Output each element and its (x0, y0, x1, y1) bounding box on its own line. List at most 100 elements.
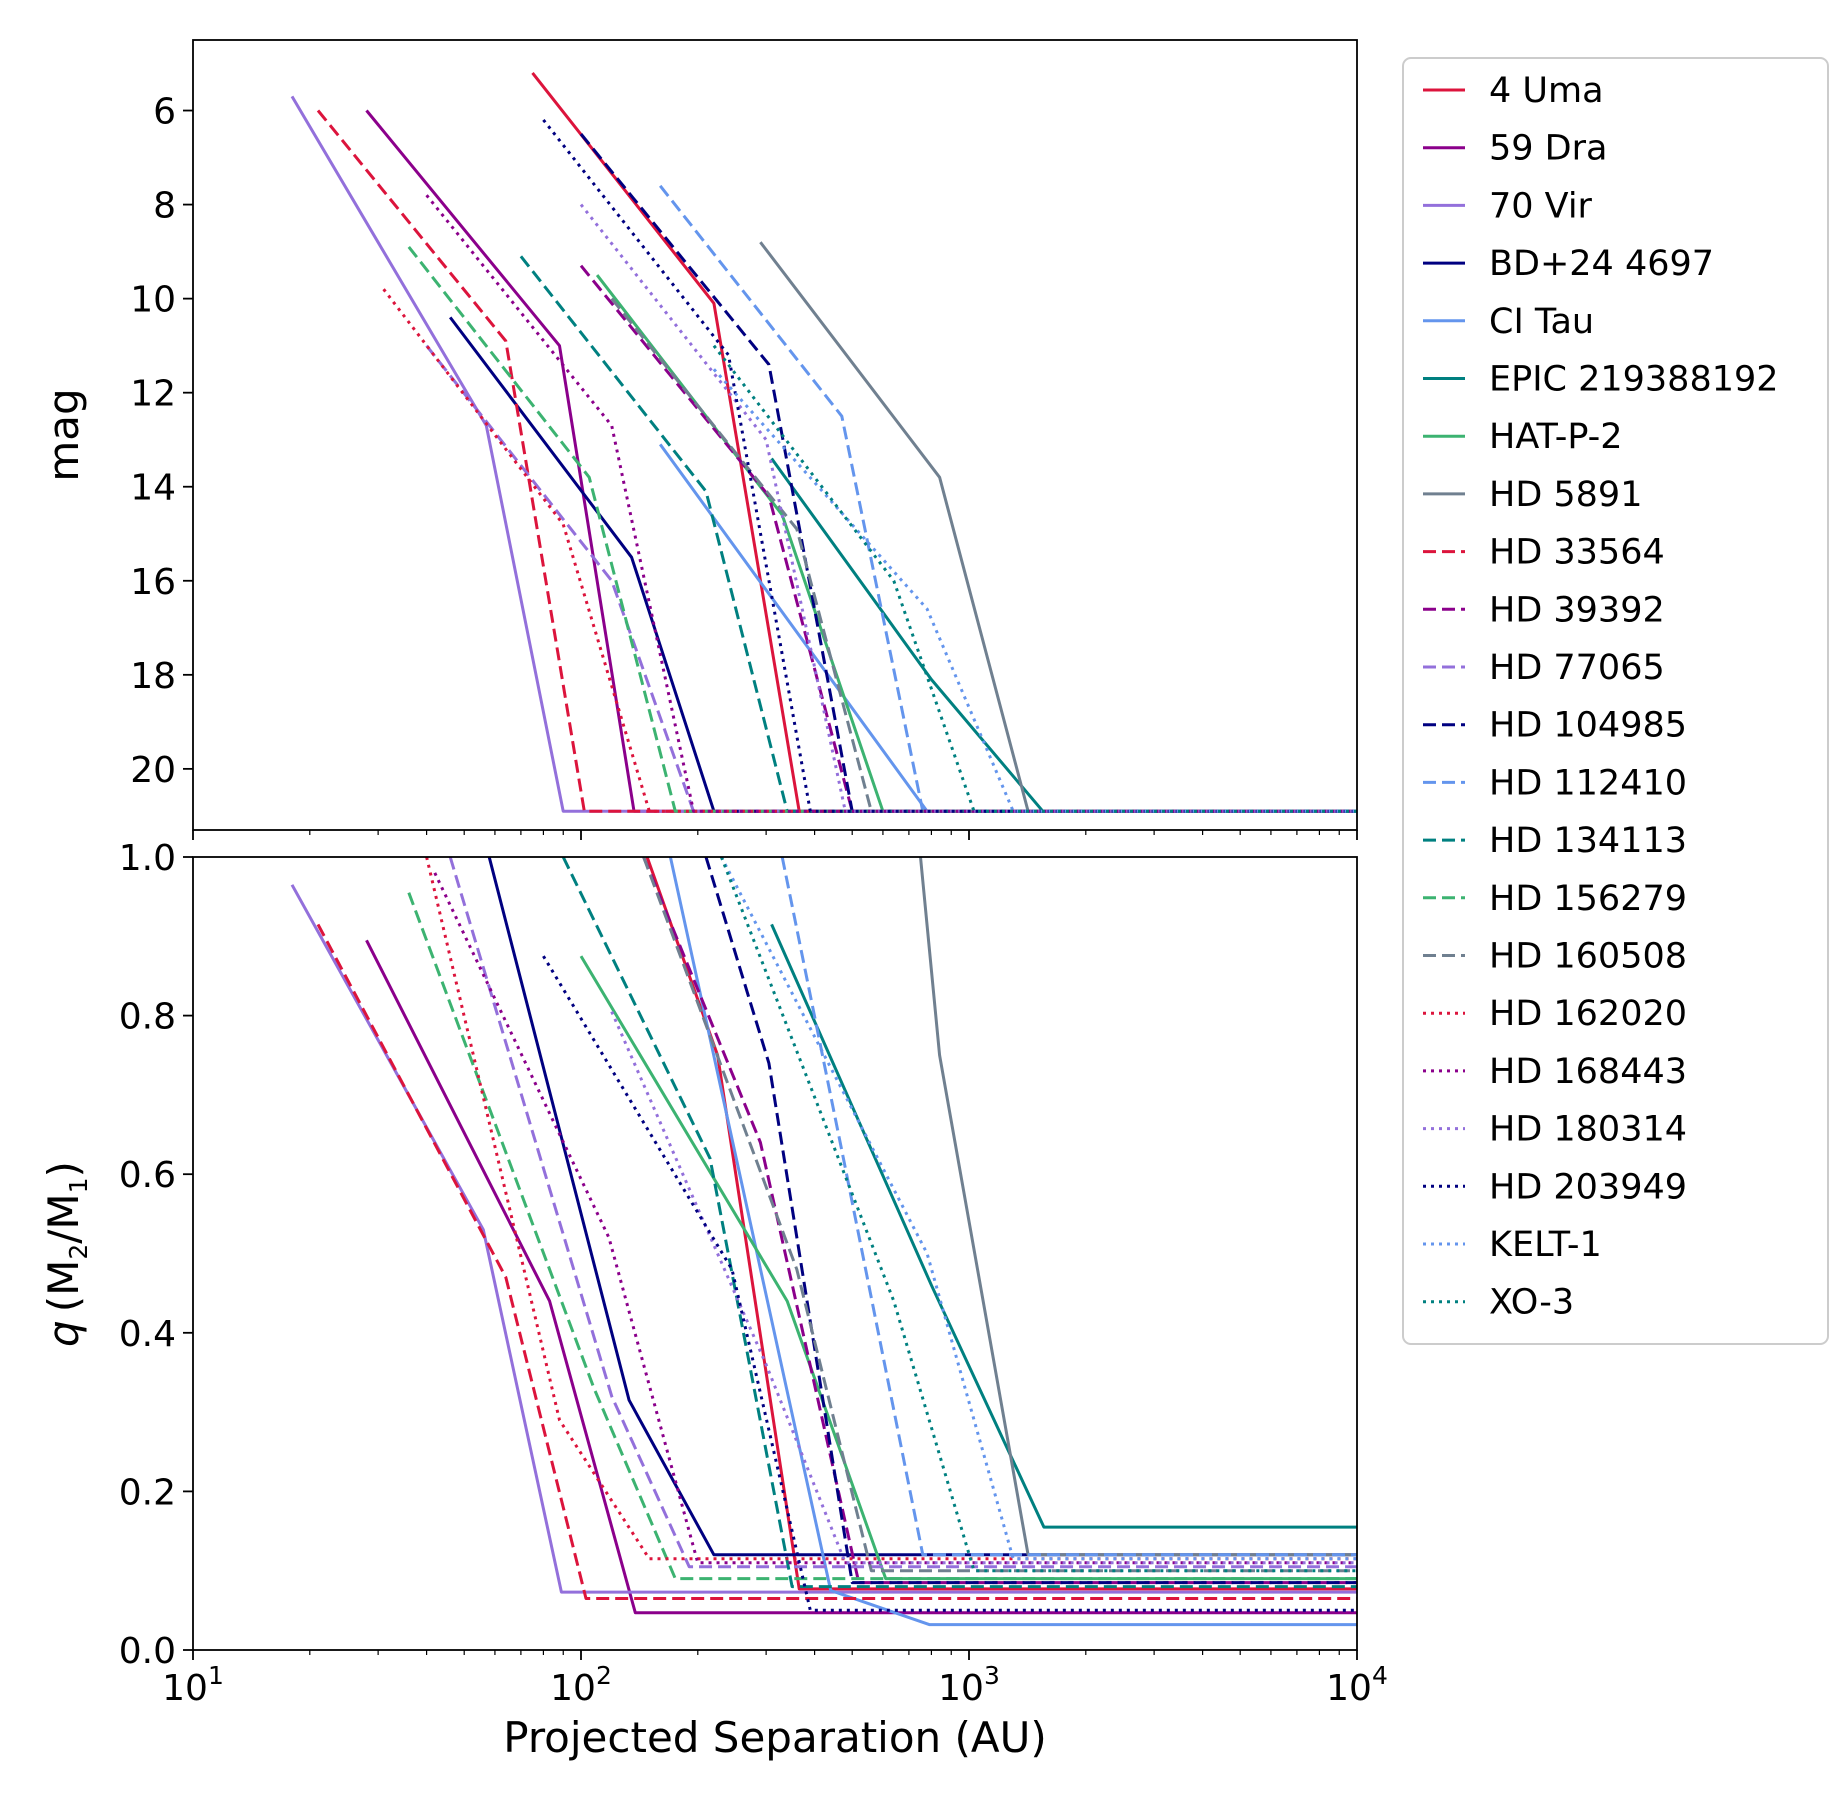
bottom-series-line-12 (780, 857, 1357, 1557)
legend-label-16: HD 162020 (1489, 994, 1687, 1034)
top-ytick-label-2: 10 (130, 280, 176, 321)
legend-label-10: HD 77065 (1489, 648, 1665, 688)
bottom-series-line-14 (407, 892, 1357, 1581)
legend-entry-5: EPIC 219388192 (1423, 360, 1779, 400)
legend-entries: 4 Uma 59 Dra 70 Vir BD+24 4697 CI Tau EPIC 21… (1423, 71, 1779, 1323)
legend-label-17: HD 168443 (1489, 1052, 1687, 1092)
top-series-line-8 (316, 109, 1357, 813)
ylabel-part-3: ) (39, 1161, 88, 1177)
bottom-ytick-label-4: 0.8 (119, 997, 176, 1038)
top-y-axis-label: mag (39, 388, 88, 481)
legend-entry-13: HD 134113 (1423, 821, 1687, 861)
bottom-series-line-7 (919, 857, 1357, 1557)
top-series-line-19 (542, 118, 1357, 813)
legend-entry-0: 4 Uma (1423, 71, 1604, 111)
top-series-group (290, 71, 1357, 813)
legend-entry-16: HD 162020 (1423, 994, 1687, 1034)
top-ytick-label-7: 20 (130, 750, 176, 791)
legend-label-3: BD+24 4697 (1489, 244, 1714, 284)
top-x-ticks (192, 830, 1358, 840)
bottom-ytick-label-3: 0.6 (119, 1155, 176, 1196)
bottom-ytick-label-2: 0.4 (119, 1314, 176, 1355)
bottom-series-line-15 (642, 857, 1357, 1573)
legend-entry-9: HD 39392 (1423, 590, 1665, 630)
legend-label-13: HD 134113 (1489, 821, 1687, 861)
legend-entry-15: HD 160508 (1423, 937, 1687, 977)
bottom-axes-frame (192, 856, 1358, 1651)
legend-label-20: KELT-1 (1489, 1225, 1602, 1265)
top-ytick-label-5: 16 (130, 562, 176, 603)
ylabel-part-2: /M (39, 1193, 88, 1243)
bottom-series-line-1 (365, 939, 1357, 1615)
legend: 4 Uma 59 Dra 70 Vir BD+24 4697 CI Tau EPIC 21… (1402, 57, 1829, 1345)
legend-label-1: 59 Dra (1489, 129, 1607, 169)
legend-label-7: HD 5891 (1489, 475, 1642, 515)
legend-label-5: EPIC 219388192 (1489, 360, 1779, 400)
legend-label-12: HD 112410 (1489, 763, 1687, 803)
legend-entry-20: KELT-1 (1423, 1225, 1602, 1265)
legend-label-11: HD 104985 (1489, 706, 1687, 746)
bottom-series-line-0 (645, 857, 1357, 1591)
bottom-ytick-label-5: 1.0 (119, 838, 176, 879)
legend-label-8: HD 33564 (1489, 533, 1665, 573)
bottom-series-line-21 (720, 857, 1357, 1573)
legend-entry-1: 59 Dra (1423, 129, 1607, 169)
bottom-series-line-6 (579, 955, 1357, 1581)
top-series-line-17 (425, 194, 1357, 813)
legend-label-14: HD 156279 (1489, 879, 1687, 919)
legend-entry-18: HD 180314 (1423, 1110, 1687, 1150)
legend-entry-6: HAT-P-2 (1423, 417, 1623, 457)
top-ytick-label-0: 6 (153, 92, 176, 133)
bottom-panel: 0.0 0.2 0.4 0.6 0.8 1.0 101 102 103 104 q (M2/M1)… (39, 838, 1388, 1762)
bottom-series-line-5 (770, 923, 1357, 1529)
ylabel-part-1: (M (39, 1260, 88, 1313)
top-series-line-5 (770, 457, 1357, 813)
legend-entry-12: HD 112410 (1423, 763, 1687, 803)
bottom-series-line-13 (561, 857, 1357, 1589)
legend-entry-7: HD 5891 (1423, 475, 1642, 515)
legend-label-19: HD 203949 (1489, 1167, 1687, 1207)
top-panel: 6 8 10 12 14 16 18 20 mag (39, 39, 1358, 840)
bottom-series-line-2 (290, 884, 1357, 1594)
legend-label-6: HAT-P-2 (1489, 417, 1623, 457)
legend-label-21: XO-3 (1489, 1283, 1574, 1323)
top-series-line-6 (595, 274, 1357, 813)
ylabel-sub-2: 2 (64, 1244, 93, 1260)
top-series-line-0 (531, 71, 1357, 813)
bottom-y-ticks: 0.0 0.2 0.4 0.6 0.8 1.0 (119, 838, 193, 1672)
top-series-line-9 (579, 264, 1357, 813)
xtick-label-3: 104 (1326, 1661, 1388, 1709)
top-ytick-label-4: 14 (130, 468, 176, 509)
legend-entry-8: HD 33564 (1423, 533, 1665, 573)
bottom-y-axis-label: q (M2/M1) (39, 1161, 93, 1347)
bottom-series-line-4 (668, 857, 1357, 1627)
xtick-label-0: 101 (162, 1661, 224, 1709)
bottom-series-line-20 (720, 857, 1357, 1561)
legend-entry-21: XO-3 (1423, 1283, 1574, 1323)
bottom-series-line-16 (425, 857, 1357, 1561)
top-ytick-label-1: 8 (153, 186, 176, 227)
bottom-series-group (290, 857, 1357, 1627)
top-axes-frame (192, 39, 1358, 831)
top-ytick-label-6: 18 (130, 656, 176, 697)
bottom-series-line-10 (448, 857, 1357, 1569)
legend-label-4: CI Tau (1489, 302, 1594, 342)
top-y-ticks: 6 8 10 12 14 16 18 20 (130, 92, 193, 791)
ylabel-sub-1: 1 (64, 1177, 93, 1193)
bottom-series-line-11 (704, 857, 1357, 1585)
bottom-x-ticks: 101 102 103 104 (162, 1650, 1388, 1709)
top-ytick-label-3: 12 (130, 374, 176, 415)
legend-entry-2: 70 Vir (1423, 186, 1593, 226)
legend-entry-14: HD 156279 (1423, 879, 1687, 919)
bottom-series-line-8 (316, 923, 1357, 1600)
legend-entry-3: BD+24 4697 (1423, 244, 1714, 284)
top-series-line-20 (712, 368, 1357, 813)
legend-entry-10: HD 77065 (1423, 648, 1665, 688)
bottom-ytick-label-1: 0.2 (119, 1472, 176, 1513)
bottom-ytick-label-0: 0.0 (119, 1631, 176, 1672)
q-symbol: q (39, 1320, 88, 1347)
legend-entry-11: HD 104985 (1423, 706, 1687, 746)
top-series-line-14 (407, 245, 1357, 813)
top-series-line-21 (712, 344, 1357, 813)
